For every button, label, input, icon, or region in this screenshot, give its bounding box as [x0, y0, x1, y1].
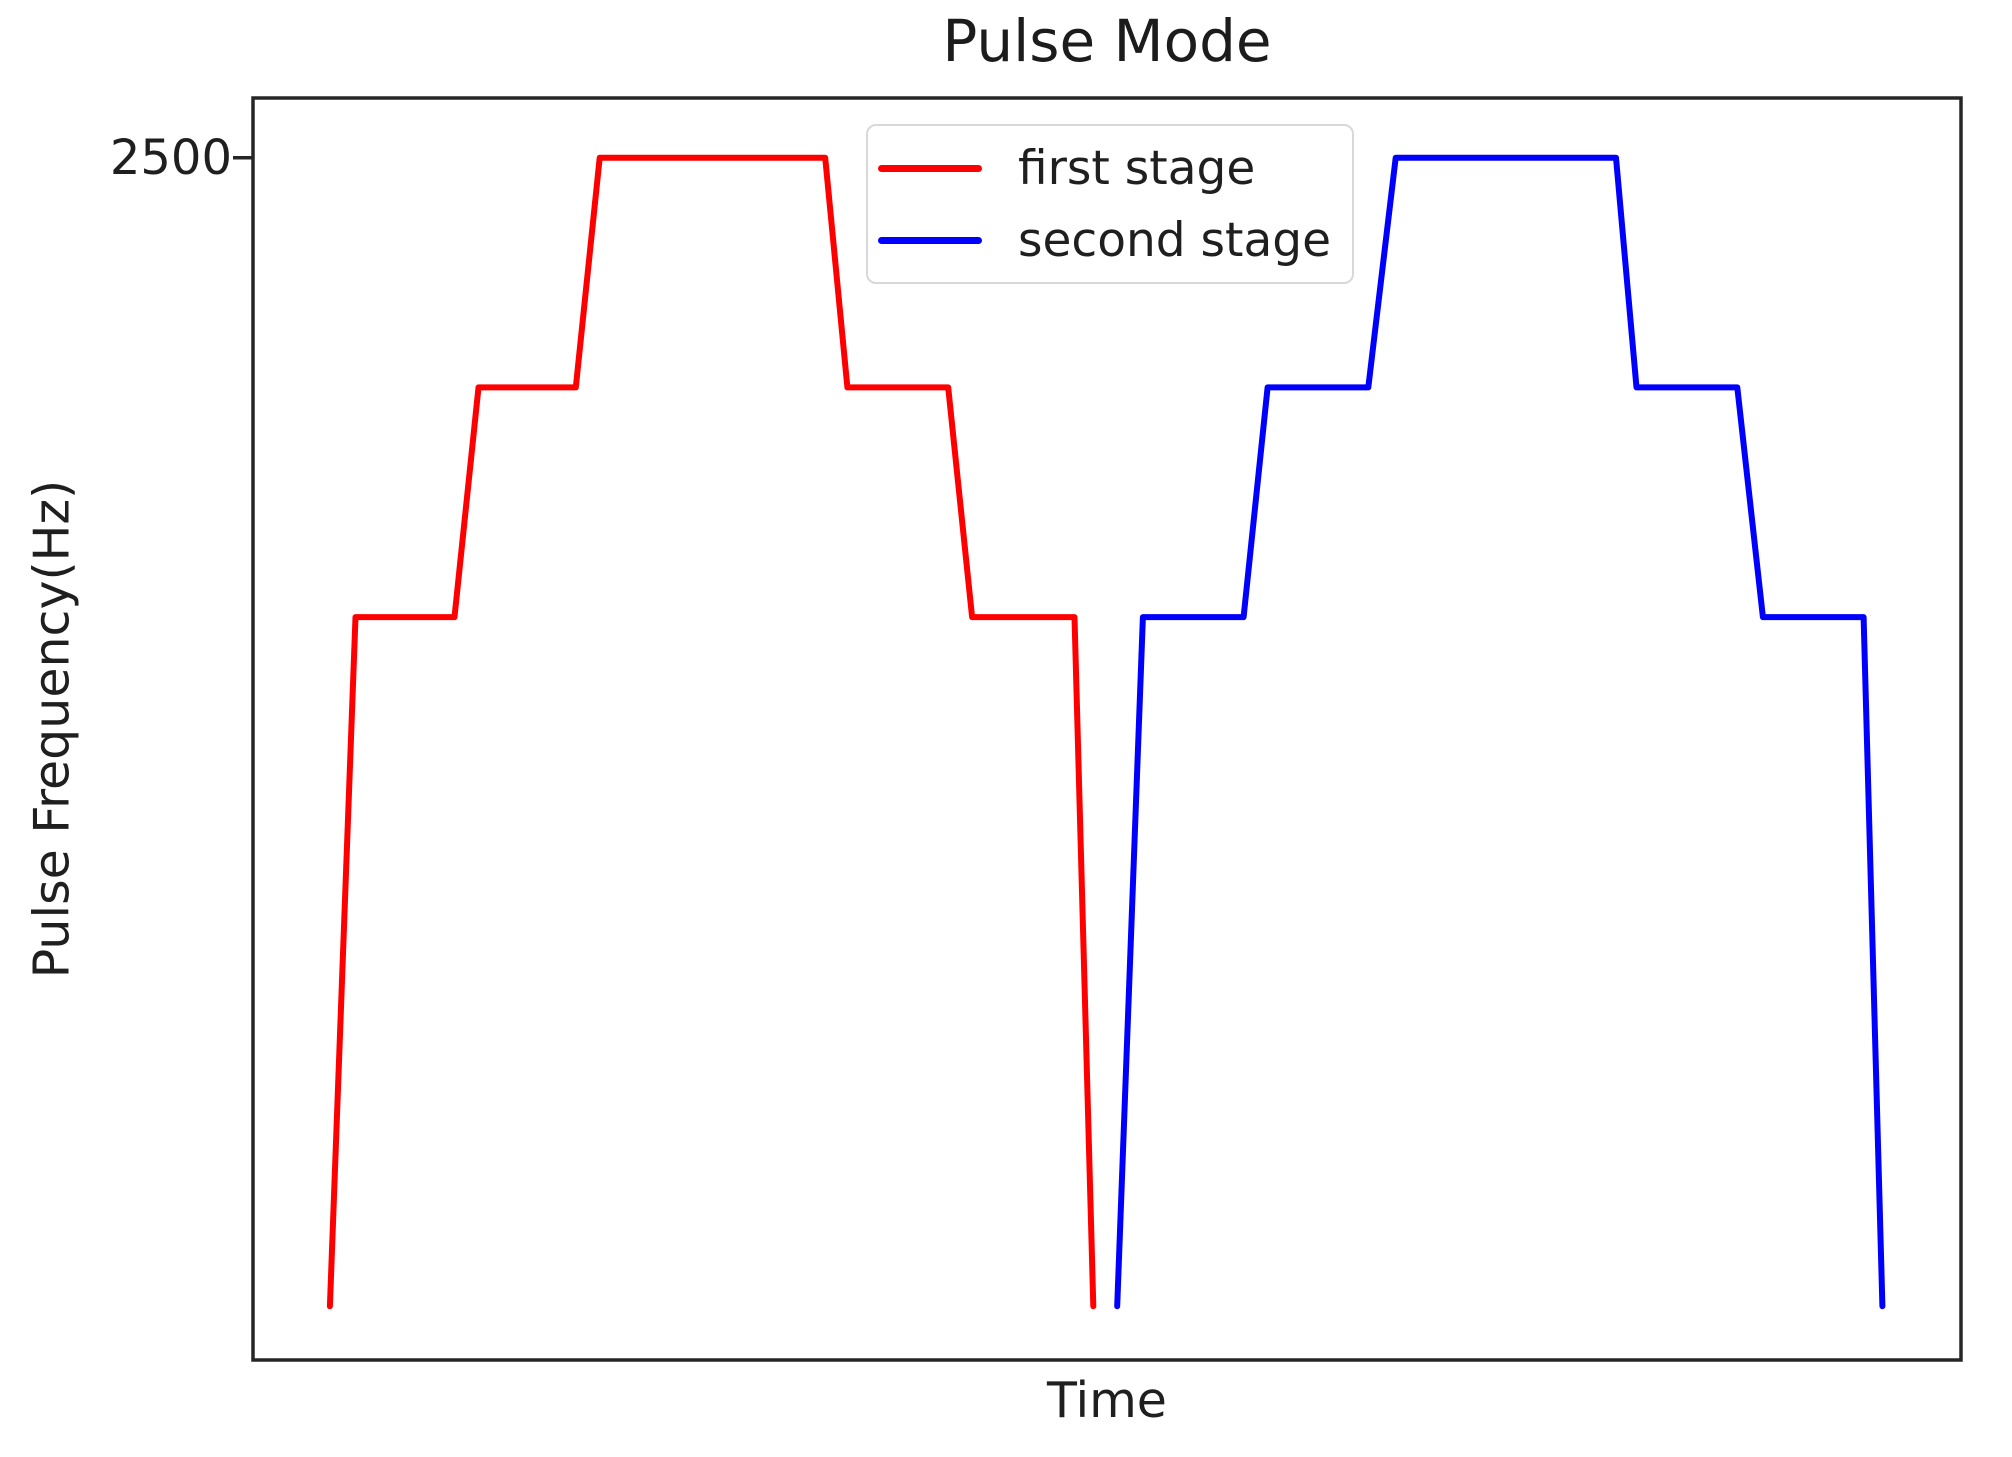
axes-spines [251, 96, 1963, 1362]
chart-title: Pulse Mode [942, 7, 1272, 75]
legend: first stage second stage [866, 124, 1354, 284]
legend-line-sample-blue [878, 236, 982, 244]
y-axis-label: Pulse Frequency(Hz) [23, 479, 81, 979]
series-line-first-stage [326, 154, 1097, 1310]
legend-entry-second-stage: second stage [878, 204, 1352, 276]
series-line-second-stage [1114, 154, 1886, 1310]
legend-entry-first-stage: first stage [878, 132, 1352, 204]
y-tick-label-2500: 2500 [109, 129, 232, 186]
legend-label: second stage [1018, 212, 1332, 268]
legend-line-sample-red [878, 164, 982, 172]
x-axis-label: Time [1047, 1372, 1167, 1429]
legend-label: first stage [1018, 140, 1256, 196]
